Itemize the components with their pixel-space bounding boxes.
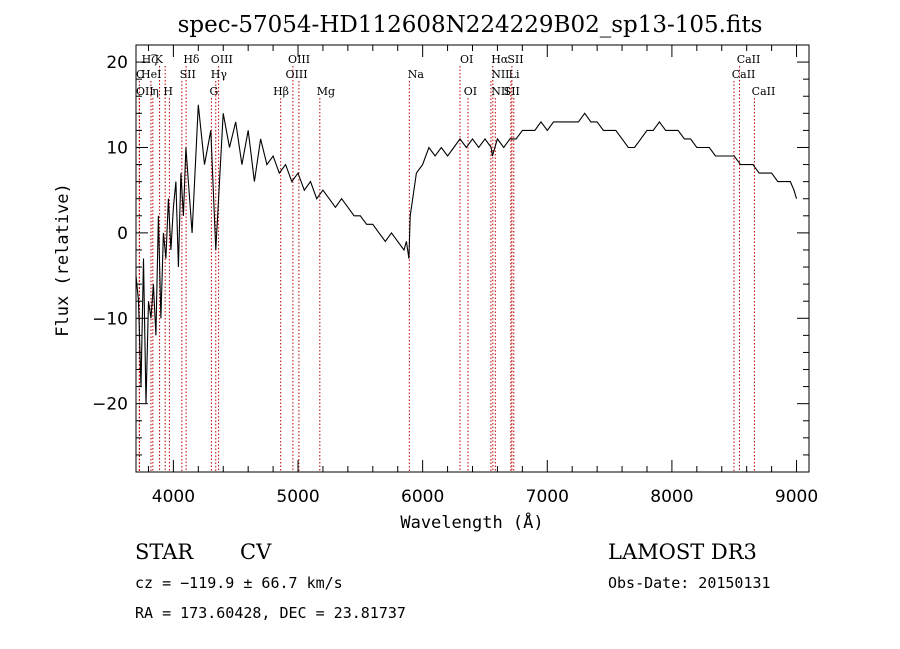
line-label-0: Hζ [142, 53, 158, 66]
line-label-24: SII [504, 85, 520, 98]
line-label-13: OIII [286, 68, 308, 81]
line-label-26: CaII [732, 68, 756, 81]
chart-title: spec-57054-HD112608N224229B02_sp13-105.f… [178, 12, 763, 38]
line-label-10: Hγ [211, 68, 228, 81]
x-tick-label-2: 6000 [401, 487, 444, 507]
line-label-17: OI [460, 53, 473, 66]
line-label-22: Li [509, 68, 520, 81]
x-tick-label-0: 4000 [152, 487, 195, 507]
survey-name: LAMOST DR3 [608, 540, 757, 564]
line-label-11: G [210, 85, 219, 98]
line-label-1: C [136, 68, 144, 81]
line-label-5: H [163, 85, 173, 98]
x-tick-label-4: 8000 [650, 487, 693, 507]
object-subclass: CV [240, 540, 272, 564]
line-label-8: SII [180, 68, 196, 81]
x-tick-label-1: 5000 [276, 487, 319, 507]
line-label-18: OI [464, 85, 477, 98]
spectrum-line [135, 104, 798, 404]
obs-date: Obs-Date: 20150131 [608, 574, 771, 592]
y-tick-label-2: 0 [117, 224, 128, 244]
x-tick-label-3: 7000 [526, 487, 569, 507]
line-label-16: Na [408, 68, 425, 81]
y-tick-label-0: −20 [92, 395, 128, 415]
x-axis-label: Wavelength (Å) [400, 511, 543, 533]
line-label-7: Hδ [183, 53, 200, 66]
line-label-23: NII [491, 85, 509, 98]
line-label-12: OIII [288, 53, 310, 66]
y-tick-label-1: −10 [92, 309, 128, 329]
line-label-9: OIII [211, 53, 233, 66]
line-label-20: SII [507, 53, 523, 66]
line-label-6: η [152, 85, 159, 98]
line-label-19: Hα [491, 53, 509, 66]
line-label-25: CaII [737, 53, 761, 66]
redshift-cz: cz = −119.9 ± 66.7 km/s [135, 574, 343, 592]
x-tick-label-5: 9000 [775, 487, 818, 507]
y-axis-ticks: −20 −10 0 10 20 [92, 44, 809, 473]
plot-frame [135, 44, 810, 473]
line-label-15: Mg [317, 85, 335, 98]
line-label-2: OII [136, 85, 154, 98]
line-label-4: HeI [141, 68, 161, 81]
x-axis-ticks: 4000 5000 6000 7000 8000 9000 [147, 45, 818, 507]
line-label-27: CaII [752, 85, 776, 98]
line-label-21: NII [491, 68, 509, 81]
coordinates: RA = 173.60428, DEC = 23.81737 [135, 604, 406, 622]
y-axis-label: Flux (relative) [53, 183, 73, 337]
y-tick-label-3: 10 [106, 138, 128, 158]
line-label-14: Hβ [273, 85, 289, 98]
y-tick-label-4: 20 [106, 53, 128, 73]
line-label-3: K [155, 53, 164, 66]
spectral-line-markers [138, 66, 755, 472]
object-class: STAR [135, 540, 194, 564]
